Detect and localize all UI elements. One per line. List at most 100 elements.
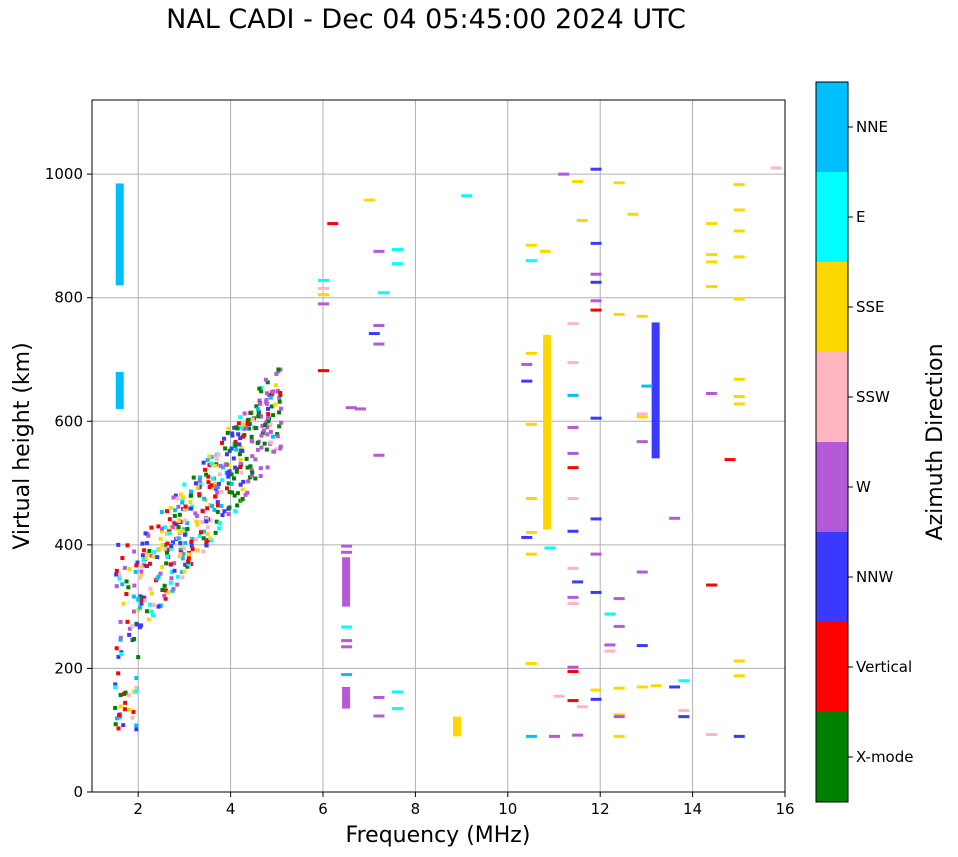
trace-point	[206, 474, 211, 479]
trace-point	[202, 496, 207, 501]
trace-point	[178, 552, 183, 557]
trace-point	[268, 422, 273, 427]
trace-point	[238, 436, 243, 441]
trace-point	[256, 409, 261, 414]
trace-point	[125, 543, 130, 548]
trace-point	[142, 548, 147, 553]
trace-point	[144, 541, 149, 546]
trace-point	[238, 482, 243, 487]
data-point-nnw	[733, 734, 745, 738]
data-point-nnw	[590, 241, 602, 245]
trace-point	[177, 530, 182, 535]
trace-point	[130, 624, 135, 629]
trace-point	[171, 495, 176, 500]
data-point-nnw	[368, 332, 380, 336]
trace-point	[117, 576, 122, 581]
trace-point	[182, 532, 187, 537]
data-point-ssw	[553, 694, 565, 698]
x-tick-label: 6	[318, 800, 328, 818]
trace-point	[236, 432, 241, 437]
trace-point	[270, 434, 275, 439]
trace-point	[180, 575, 185, 580]
trace-point	[233, 439, 238, 444]
trace-point	[202, 529, 207, 534]
data-point-sse	[613, 312, 625, 316]
data-point-sse	[706, 260, 718, 264]
trace-point	[126, 693, 131, 698]
data-point-sse	[636, 415, 648, 419]
trace-point	[256, 414, 261, 419]
data-point-sse	[733, 208, 745, 212]
trace-point	[198, 530, 203, 535]
trace-point	[234, 447, 239, 452]
colorbar-tick-label: SSE	[856, 298, 885, 316]
trace-point	[195, 484, 200, 489]
trace-point	[186, 559, 191, 564]
data-point-ssw	[318, 286, 329, 290]
trace-point	[180, 556, 185, 561]
trace-point	[136, 608, 141, 613]
trace-point	[268, 429, 273, 434]
trace-point	[158, 536, 163, 541]
trace-point	[240, 434, 245, 439]
trace-point	[227, 505, 232, 510]
trace-point	[143, 598, 148, 603]
trace-point	[168, 505, 173, 510]
trace-point	[184, 506, 189, 511]
trace-point	[245, 465, 250, 470]
trace-point	[242, 422, 247, 427]
trace-point	[243, 492, 248, 497]
trace-point	[185, 520, 190, 525]
x-tick-label: 4	[226, 800, 236, 818]
trace-point	[134, 723, 139, 728]
trace-point	[160, 543, 165, 548]
trace-point	[148, 586, 153, 591]
trace-point	[277, 395, 282, 400]
x-tick-label: 10	[498, 800, 517, 818]
data-point-nnw	[590, 167, 602, 171]
trace-point	[116, 726, 121, 731]
trace-point	[223, 462, 228, 467]
trace-point	[175, 574, 180, 579]
colorbar-segment-nne	[816, 82, 848, 172]
trace-point	[138, 605, 143, 610]
trace-point	[230, 431, 235, 436]
trace-point	[205, 457, 210, 462]
trace-point	[248, 464, 253, 469]
trace-point	[158, 603, 163, 608]
data-point-e	[678, 679, 690, 683]
data-point-sse	[525, 531, 537, 534]
trace-point	[125, 619, 130, 624]
trace-point	[258, 473, 263, 478]
trace-point	[265, 465, 270, 470]
colorbar-tick-label: X-mode	[856, 748, 913, 766]
data-point-e	[525, 259, 537, 263]
trace-point	[172, 508, 177, 513]
trace-point	[164, 588, 169, 593]
trace-point	[156, 524, 161, 529]
trace-point	[189, 543, 194, 548]
data-point-sse	[613, 181, 625, 185]
trace-point	[242, 426, 247, 431]
trace-point	[167, 531, 172, 536]
trace-point	[130, 715, 135, 720]
trace-point	[147, 548, 152, 553]
trace-point	[144, 609, 149, 614]
data-point-w	[613, 715, 625, 719]
trace-point	[193, 481, 198, 486]
data-point-vertical	[318, 369, 329, 373]
trace-point	[222, 436, 227, 441]
data-column-sse	[452, 716, 461, 737]
trace-point	[135, 622, 140, 627]
trace-point	[205, 506, 210, 511]
trace-point	[266, 406, 271, 411]
trace-point	[216, 452, 221, 457]
data-point-sse	[572, 180, 584, 184]
trace-point	[190, 504, 195, 509]
data-point-nne	[341, 673, 353, 677]
trace-point	[269, 392, 274, 397]
trace-point	[169, 543, 174, 548]
trace-point	[229, 481, 234, 486]
trace-point	[132, 583, 137, 588]
trace-point	[244, 456, 249, 461]
